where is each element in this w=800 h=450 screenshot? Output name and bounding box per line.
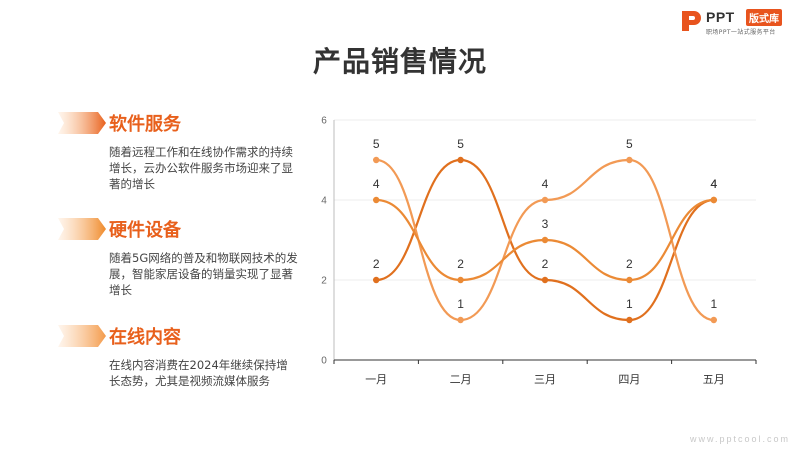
item-description: 随着远程工作和在线协作需求的持续增长，云办公软件服务市场迎来了显著的增长 [109,145,293,191]
data-label: 1 [626,297,633,311]
x-tick-label: 三月 [534,373,556,386]
data-point [457,276,464,284]
data-label: 5 [457,137,464,151]
x-tick-label: 五月 [703,373,725,386]
x-tick-label: 一月 [365,373,387,386]
item-description: 随着5G网络的普及和物联网技术的发展，智能家居设备的销量实现了显著增长 [109,251,298,297]
y-tick-label: 2 [321,276,327,287]
item-title: 在线内容 [109,327,181,348]
data-point [541,236,549,244]
series-line [375,158,715,322]
sales-line-chart: 0 2 4 6 一月 二月 三月 四月 五月 2 5 2 1 4 5 1 4 5 1 4 2 3 2 4 [310,105,770,395]
data-label: 4 [710,177,717,191]
data-point [626,276,633,284]
data-label: 2 [373,257,380,271]
x-tick-label: 四月 [618,373,640,386]
item-title: 软件服务 [109,114,181,135]
data-label: 1 [710,297,717,311]
data-label: 1 [457,297,464,311]
data-point [457,156,464,164]
data-label: 5 [626,137,633,151]
item-title: 硬件设备 [109,220,181,241]
y-tick-label: 0 [321,356,327,367]
data-label: 2 [542,257,549,271]
data-point [710,196,717,204]
data-label: 4 [373,177,380,191]
data-point [373,276,380,284]
data-point [626,316,633,324]
data-label: 2 [626,257,633,271]
logo-mark-icon [682,11,701,31]
data-label: 4 [542,177,549,191]
logo-text: PPT [706,9,735,25]
data-label: 5 [373,137,380,151]
item-online-content: 在线内容 在线内容消费在2024年继续保持增长态势，尤其是视频流媒体服务 [58,323,303,389]
item-description: 在线内容消费在2024年继续保持增长态势，尤其是视频流媒体服务 [109,358,288,388]
data-point [710,316,717,324]
data-label: 3 [542,217,549,231]
item-software: 软件服务 随着远程工作和在线协作需求的持续增长，云办公软件服务市场迎来了显著的增… [58,110,303,192]
logo-subtitle: 职场PPT一站式服务平台 [706,29,776,36]
data-point [626,156,633,164]
data-label: 4 [710,177,717,191]
arrow-tag-icon [58,325,106,347]
brand-logo: PPT 版式库 职场PPT一站式服务平台 [680,7,792,37]
y-tick-label: 6 [321,116,327,127]
x-tick-label: 二月 [450,373,472,386]
page-title: 产品销售情况 [312,45,487,78]
series-line [375,158,715,322]
data-point [373,196,380,204]
data-point [541,196,549,204]
arrow-tag-icon [58,218,106,240]
arrow-tag-icon [58,112,106,134]
item-hardware: 硬件设备 随着5G网络的普及和物联网技术的发展，智能家居设备的销量实现了显著增长 [58,216,303,298]
data-label: 2 [457,257,464,271]
data-point [541,276,549,284]
data-point [373,156,380,164]
data-point [457,316,464,324]
logo-badge: 版式库 [746,9,782,26]
y-tick-label: 4 [321,196,327,207]
watermark: www.pptcool.com [689,434,790,444]
